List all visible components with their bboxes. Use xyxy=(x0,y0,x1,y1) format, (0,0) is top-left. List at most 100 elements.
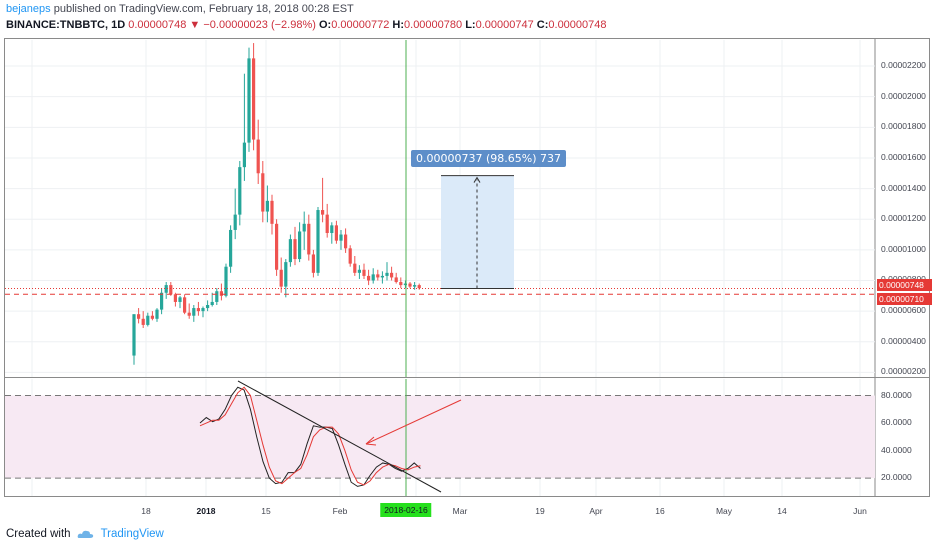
candle-body xyxy=(252,58,256,140)
tradingview-logo-icon xyxy=(77,530,93,538)
candle-body xyxy=(192,308,196,316)
measure-arrow-head xyxy=(473,176,481,183)
price-axis-tick-label: 0.00000600 xyxy=(881,305,926,316)
candle-body xyxy=(173,294,177,302)
candle-body xyxy=(256,139,260,174)
time-axis-tick-label: 2018 xyxy=(196,506,216,516)
open-label: O: xyxy=(318,19,332,31)
price-axis-tick-label: 0.00001800 xyxy=(881,121,926,132)
candle-body xyxy=(330,225,334,234)
candle-body xyxy=(311,254,315,273)
oscillator-series-line xyxy=(199,386,421,487)
last-price: 0.00000748 xyxy=(128,19,187,31)
time-axis-tick-label: 16 xyxy=(655,506,665,516)
tradingview-link[interactable]: TradingView xyxy=(100,528,164,540)
oscillator-pane[interactable] xyxy=(4,377,930,497)
candle-body xyxy=(417,285,421,289)
time-axis-tick-label: Apr xyxy=(589,506,603,516)
candle-body xyxy=(307,223,311,255)
symbol-name: BINANCE:TNBBTC, 1D xyxy=(6,19,126,31)
candle-body xyxy=(413,285,417,287)
time-axis-tick-label: 15 xyxy=(261,506,271,516)
open-value: 0.00000772 xyxy=(331,19,390,31)
candle-body xyxy=(367,275,371,281)
price-axis-tick-label: 0.00001000 xyxy=(881,243,926,254)
candle-body xyxy=(362,269,366,276)
candle-body xyxy=(265,200,269,212)
oscillator-axis-tick-label: 20.0000 xyxy=(881,472,912,483)
candle-body xyxy=(146,315,150,325)
candle-body xyxy=(334,225,338,241)
candle-body xyxy=(233,214,237,230)
price-axis-tick-label: 0.00001600 xyxy=(881,151,926,162)
low-label: L: xyxy=(465,19,476,31)
candle-body xyxy=(229,229,233,267)
candle-body xyxy=(284,262,288,287)
candle-body xyxy=(298,231,302,260)
close-value: 0.00000748 xyxy=(548,19,607,31)
candle-body xyxy=(261,173,265,212)
candle-body xyxy=(394,277,398,283)
price-axis-tick-label: 0.00000200 xyxy=(881,366,926,377)
candle-body xyxy=(210,301,214,306)
candle-body xyxy=(390,272,394,278)
candle-body xyxy=(215,291,219,302)
candle-body xyxy=(275,223,279,270)
candle-body xyxy=(270,200,274,224)
annotation-arrowhead-icon xyxy=(365,436,377,446)
candle-body xyxy=(316,210,320,273)
candle-body xyxy=(357,269,361,273)
candle-body xyxy=(339,234,343,241)
candle-body xyxy=(169,285,173,295)
oscillator-band xyxy=(5,395,875,479)
oscillator-axis-tick-label: 40.0000 xyxy=(881,444,912,455)
down-arrow-icon: ▼ xyxy=(189,19,201,31)
high-value: 0.00000780 xyxy=(404,19,463,31)
candle-body xyxy=(385,272,389,276)
candle-body xyxy=(371,274,375,281)
price-axis-tick-label: 0.00002000 xyxy=(881,90,926,101)
candle-body xyxy=(164,285,168,293)
candle-body xyxy=(403,283,407,286)
oscillator-series-line xyxy=(199,386,421,486)
price-axis-tick-label: 0.00002200 xyxy=(881,60,926,71)
oscillator-axis-tick-label: 80.0000 xyxy=(881,389,912,400)
candle-body xyxy=(219,291,223,296)
candle-body xyxy=(178,297,182,302)
candle-body xyxy=(399,282,403,286)
candle-body xyxy=(201,308,205,312)
time-axis-tick-label: Feb xyxy=(332,506,348,516)
price-change: −0.00000023 (−2.98%) xyxy=(203,19,316,31)
candle-body xyxy=(344,234,348,249)
candle-body xyxy=(353,263,357,273)
candle-body xyxy=(155,309,159,319)
price-axis-tick-label: 0.00001400 xyxy=(881,182,926,193)
candle-body xyxy=(325,214,329,234)
candle-body xyxy=(321,210,325,215)
candle-body xyxy=(408,283,412,287)
time-axis-tick-label: 14 xyxy=(777,506,787,516)
time-axis-tick-label: Jun xyxy=(853,506,867,516)
time-axis-tick-label: May xyxy=(715,506,733,516)
author-link[interactable]: bejaneps xyxy=(6,3,51,15)
candle-body xyxy=(137,314,141,319)
measure-label: 0.00000737 (98.65%) 737 xyxy=(411,150,566,167)
candle-body xyxy=(348,248,352,264)
candle-body xyxy=(183,297,187,313)
candle-body xyxy=(150,315,154,319)
oscillator-axis-tick-label: 60.0000 xyxy=(881,417,912,428)
time-axis-tick-label: 18 xyxy=(141,506,151,516)
current-price-tag: 0.00000748 xyxy=(877,279,932,291)
created-with-text: Created with xyxy=(6,528,71,540)
publish-info: bejaneps published on TradingView.com, F… xyxy=(6,3,354,15)
trend-line xyxy=(237,380,442,493)
footer: Created with TradingView xyxy=(6,528,164,540)
close-label: C: xyxy=(536,19,549,31)
candle-body xyxy=(376,274,380,278)
candle-body xyxy=(224,266,228,296)
level-price-tag: 0.00000710 xyxy=(877,293,932,305)
candle-body xyxy=(302,223,306,232)
candle-body xyxy=(206,305,210,309)
candle-body xyxy=(187,312,191,316)
